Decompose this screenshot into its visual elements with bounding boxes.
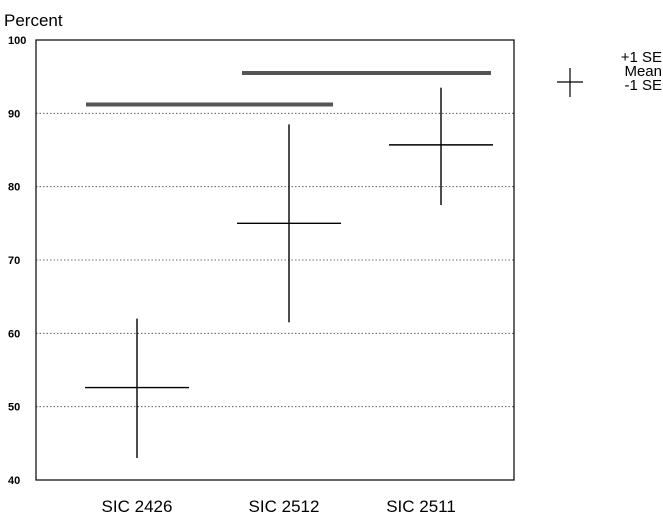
x-label-sic-2511: SIC 2511: [386, 497, 456, 516]
y-tick-label-70: 70: [8, 255, 20, 267]
legend-label-minus1se: -1 SE: [624, 77, 662, 94]
legend: +1 SE Mean -1 SE: [557, 49, 662, 97]
y-axis-label: Percent: [4, 11, 63, 30]
significance-bars: [86, 71, 491, 107]
x-label-sic-2426: SIC 2426: [102, 497, 173, 516]
y-tick-label-40: 40: [8, 475, 20, 487]
error-bars: [85, 87, 493, 458]
y-tick-label-80: 80: [8, 182, 20, 194]
x-category-labels: SIC 2426 SIC 2512 SIC 2511: [102, 497, 456, 516]
plot-frame: [35, 39, 515, 481]
legend-label-mean: Mean: [624, 63, 662, 80]
y-tick-label-50: 50: [8, 402, 20, 414]
y-tick-labels: 40 50 60 70 80 90 100: [8, 35, 26, 487]
y-tick-label-60: 60: [8, 328, 20, 340]
y-tick-label-90: 90: [8, 108, 20, 120]
y-tick-label-100: 100: [8, 35, 26, 47]
legend-label-plus1se: +1 SE: [621, 49, 662, 66]
x-label-sic-2512: SIC 2512: [249, 497, 320, 516]
grid-lines: [36, 112, 514, 408]
